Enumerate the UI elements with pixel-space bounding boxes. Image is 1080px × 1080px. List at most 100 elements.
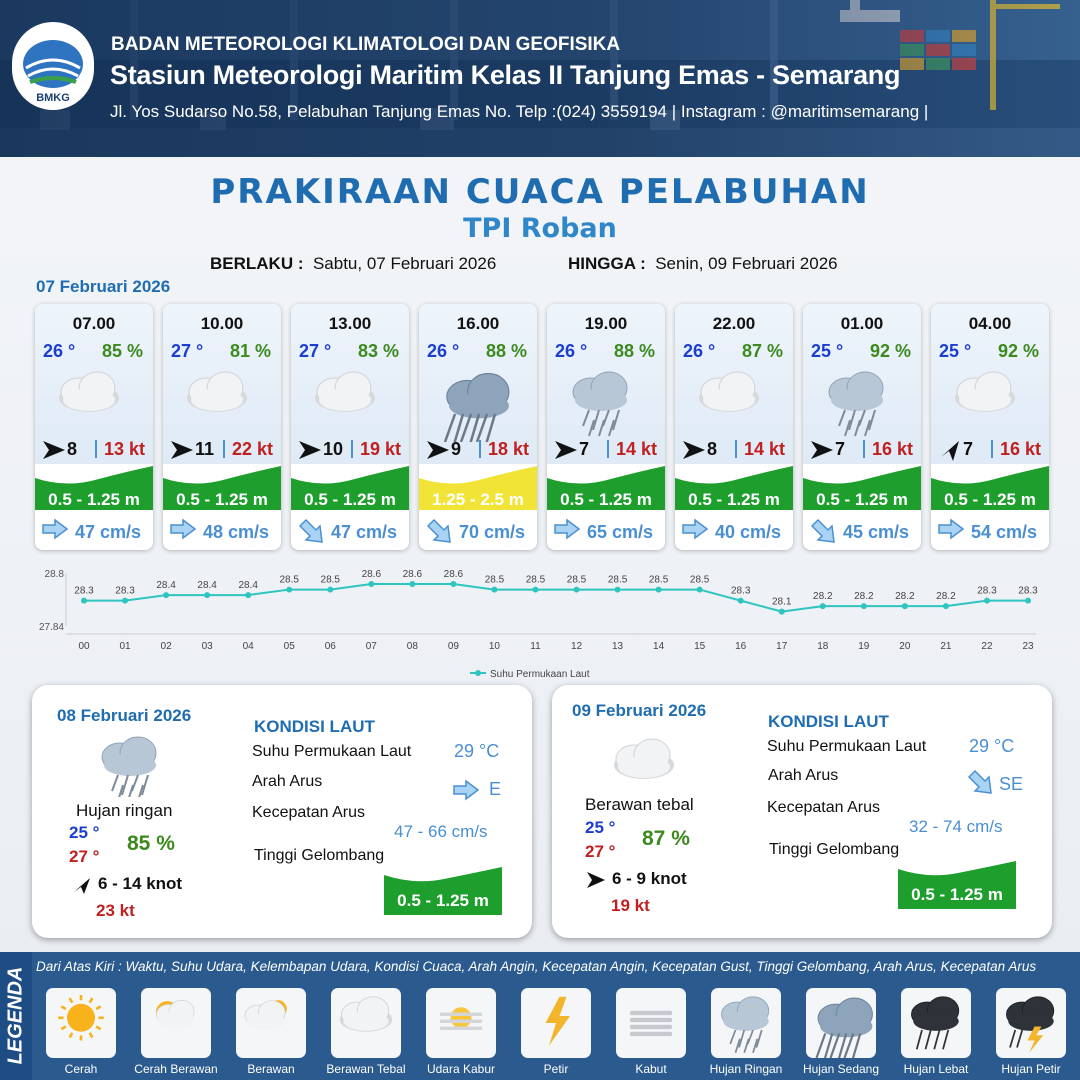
day3-dir-value: SE <box>999 774 1024 794</box>
wind-speed: 9 <box>451 439 462 459</box>
divider <box>95 440 97 458</box>
forecast-time: 16.00 <box>456 314 500 333</box>
sst-value-label: 28.5 <box>279 575 299 586</box>
wave-graphic <box>35 466 153 510</box>
x-tick-label: 03 <box>202 641 214 652</box>
wind-gust: 18 kt <box>487 439 529 459</box>
legend-title-box: LEGENDA <box>0 952 32 1080</box>
wave-graphic <box>547 466 665 510</box>
sst-value-label: 28.6 <box>403 569 423 580</box>
day2-date: 08 Februari 2026 <box>57 706 192 725</box>
wave-graphic <box>291 466 409 510</box>
forecast-time: 01.00 <box>840 314 884 333</box>
day2-temp-min: 25 ° <box>69 823 100 842</box>
legend-item-label: Hujan Ringan <box>709 1062 783 1076</box>
arrow-e-icon <box>587 872 605 888</box>
air-temperature: 25 ° <box>939 341 972 361</box>
current-southeast-icon <box>967 769 992 794</box>
humidity: 92 % <box>997 341 1039 361</box>
day1-date: 07 Februari 2026 <box>36 277 171 296</box>
day3-wave-graphic <box>898 861 1016 909</box>
agency-name: BADAN METEOROLOGI KLIMATOLOGI DAN GEOFIS… <box>111 34 621 55</box>
wind-speed: 11 <box>195 439 215 459</box>
day2-temp-max: 27 ° <box>69 847 100 866</box>
current-speed: 48 cm/s <box>203 522 270 542</box>
forecast-time: 07.00 <box>72 314 116 333</box>
day3-temp-min: 25 ° <box>585 818 616 837</box>
sst-value-label: 28.4 <box>238 580 258 591</box>
sst-point <box>450 581 457 588</box>
sst-chart: 28.8 27.84 28.3 00 28.3 01 28.4 02 28.4 03 28.4 04 2… <box>39 569 1038 680</box>
sst-point <box>696 586 703 593</box>
x-tick-label: 13 <box>612 641 624 652</box>
legend-item-label: Hujan Lebat <box>903 1062 969 1076</box>
day2-dir-label: Arah Arus <box>252 773 323 790</box>
sst-value-label: 28.5 <box>608 575 628 586</box>
station-name: Stasiun Meteorologi Maritim Kelas II Tan… <box>110 60 901 90</box>
wind-speed: 7 <box>835 439 846 459</box>
day2-sst-label: Suhu Permukaan Laut <box>252 743 412 760</box>
current-speed: 47 cm/s <box>75 522 142 542</box>
sst-point <box>983 597 990 604</box>
wind-gust: 22 kt <box>231 439 273 459</box>
legend-icon-box <box>426 988 496 1058</box>
wind-speed: 8 <box>707 439 718 459</box>
forecast-card: 10.00 27 ° 81 % 11 22 kt 0.5 - 1.25 m 48… <box>163 304 281 550</box>
wind-gust: 16 kt <box>999 439 1041 459</box>
wave-graphic <box>419 466 537 510</box>
legend-icon-box <box>996 988 1066 1058</box>
sst-point <box>327 586 334 593</box>
forecast-card: 04.00 25 ° 92 % 7 16 kt 0.5 - 1.25 m 54 … <box>931 304 1049 550</box>
air-temperature: 26 ° <box>43 341 76 361</box>
legend-icon-box <box>711 988 781 1058</box>
air-temperature: 27 ° <box>171 341 204 361</box>
sst-point <box>819 603 826 610</box>
day3-gust: 19 kt <box>611 896 650 915</box>
arrow-e-icon <box>555 441 577 459</box>
x-tick-label: 07 <box>366 641 378 652</box>
x-tick-label: 20 <box>899 641 911 652</box>
forecast-card: 07.00 26 ° 85 % 8 13 kt 0.5 - 1.25 m 47 … <box>35 304 153 550</box>
current-arrow-se-icon <box>810 518 835 543</box>
arrow-ne-icon <box>941 441 959 461</box>
day3-speed-value: 32 - 74 cm/s <box>909 817 1003 836</box>
sst-point <box>573 586 580 593</box>
arrow-e-icon <box>299 441 321 459</box>
thick-cloud-icon <box>955 371 1015 412</box>
day3-dir-label: Arah Arus <box>768 767 839 784</box>
x-tick-label: 08 <box>407 641 419 652</box>
forecast-time: 19.00 <box>584 314 628 333</box>
thick-cloud-icon <box>339 996 393 1032</box>
x-tick-label: 18 <box>817 641 829 652</box>
air-temperature: 26 ° <box>555 341 588 361</box>
divider <box>607 440 609 458</box>
humidity: 92 % <box>869 341 911 361</box>
thick-cloud-icon <box>187 371 247 412</box>
page-title: PRAKIRAAN CUACA PELABUHAN <box>210 172 870 212</box>
sst-value-label: 28.5 <box>649 575 669 586</box>
sst-point <box>614 586 621 593</box>
wave-graphic <box>803 466 921 510</box>
wave-height: 1.25 - 2.5 m <box>432 490 524 509</box>
day3-humidity: 87 % <box>642 827 690 850</box>
current-arrow-e-icon <box>42 518 69 540</box>
legend-icon-box <box>901 988 971 1058</box>
arrow-e-icon <box>427 441 449 459</box>
fog-icon <box>630 1010 672 1037</box>
thick-cloud-icon <box>315 371 375 412</box>
sst-value-label: 28.1 <box>772 597 792 608</box>
humidity: 85 % <box>101 341 143 361</box>
x-tick-label: 15 <box>694 641 706 652</box>
y-tick-label: 27.84 <box>39 622 64 633</box>
legend-item-label: Berawan <box>247 1062 295 1076</box>
x-tick-label: 17 <box>776 641 788 652</box>
header-overlay <box>0 0 1080 157</box>
wind-gust: 13 kt <box>103 439 145 459</box>
lightning-icon <box>545 996 570 1046</box>
thick-cloud-icon <box>699 371 759 412</box>
cloudy-icon <box>244 1000 287 1030</box>
forecast-time: 04.00 <box>968 314 1012 333</box>
legend-item-label: Hujan Sedang <box>802 1062 880 1076</box>
air-temperature: 26 ° <box>683 341 716 361</box>
wave-height: 0.5 - 1.25 m <box>816 490 908 509</box>
